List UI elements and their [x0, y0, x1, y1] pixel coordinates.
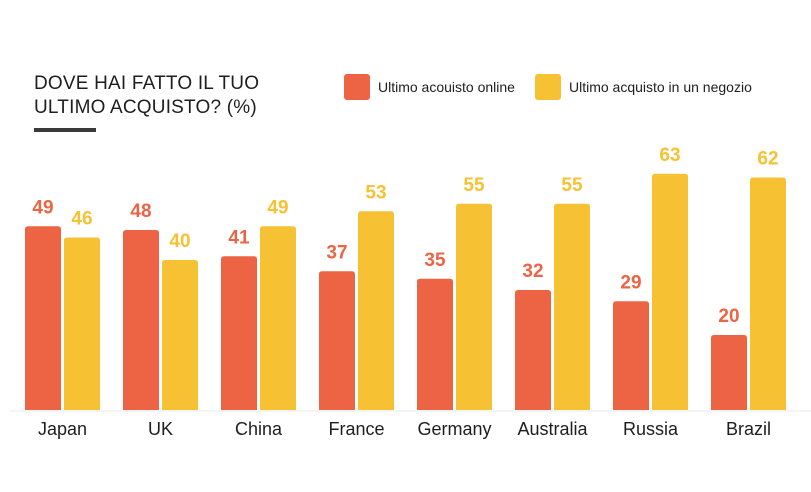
category-label-australia: Australia: [517, 419, 588, 439]
data-label-store-france: 53: [365, 182, 386, 203]
bar-store-russia: [652, 173, 688, 410]
bar-store-uk: [162, 260, 198, 410]
chart-title-line-1: DOVE HAI FATTO IL TUO: [34, 73, 260, 94]
data-label-online-russia: 29: [620, 272, 641, 293]
bar-online-russia: [613, 301, 649, 410]
legend-label-online: Ultimo acouisto online: [378, 79, 515, 95]
legend-swatch-store: [534, 74, 561, 100]
title-underline: [34, 128, 96, 132]
bar-store-japan: [64, 237, 100, 410]
data-label-online-australia: 32: [522, 261, 543, 282]
bar-store-australia: [554, 203, 590, 410]
data-label-store-germany: 55: [463, 175, 485, 196]
category-label-uk: UK: [148, 419, 173, 439]
bar-store-germany: [456, 203, 492, 410]
legend: Ultimo acouisto online Ultimo acquisto i…: [344, 74, 772, 100]
data-label-online-germany: 35: [424, 250, 446, 271]
legend-swatch-online: [344, 74, 370, 100]
chart-title-line-2: ULTIMO ACQUISTO? (%): [34, 97, 257, 118]
data-label-online-china: 41: [228, 227, 250, 248]
bar-online-australia: [515, 290, 551, 410]
bar-store-france: [358, 211, 394, 410]
bar-online-china: [221, 256, 257, 410]
bar-store-brazil: [750, 177, 786, 410]
data-label-online-uk: 48: [130, 201, 151, 222]
category-label-russia: Russia: [623, 419, 679, 439]
legend-item-store: Ultimo acquisto in un negozio: [534, 74, 752, 100]
chart-title: DOVE HAI FATTO IL TUO ULTIMO ACQUISTO? (…: [34, 72, 334, 120]
data-label-store-brazil: 62: [757, 149, 778, 170]
legend-label-store: Ultimo acquisto in un negozio: [568, 79, 752, 95]
category-label-brazil: Brazil: [726, 419, 771, 439]
data-label-store-japan: 46: [71, 209, 92, 230]
data-label-store-uk: 40: [169, 231, 190, 252]
category-label-germany: Germany: [417, 419, 491, 439]
bar-online-uk: [123, 230, 159, 410]
bar-online-france: [319, 271, 355, 410]
data-label-online-france: 37: [326, 242, 347, 263]
data-label-online-brazil: 20: [718, 306, 739, 327]
data-label-store-russia: 63: [659, 145, 680, 166]
data-label-store-australia: 55: [561, 175, 583, 196]
data-label-online-japan: 49: [32, 197, 53, 218]
bar-store-china: [260, 226, 296, 410]
bar-online-germany: [417, 278, 453, 410]
category-label-china: China: [235, 419, 283, 439]
bar-online-japan: [25, 226, 61, 410]
category-label-japan: Japan: [38, 419, 87, 439]
legend-item-online: Ultimo acouisto online: [344, 74, 515, 100]
bar-online-brazil: [711, 335, 747, 410]
data-label-store-china: 49: [267, 197, 288, 218]
category-label-france: France: [328, 419, 384, 439]
